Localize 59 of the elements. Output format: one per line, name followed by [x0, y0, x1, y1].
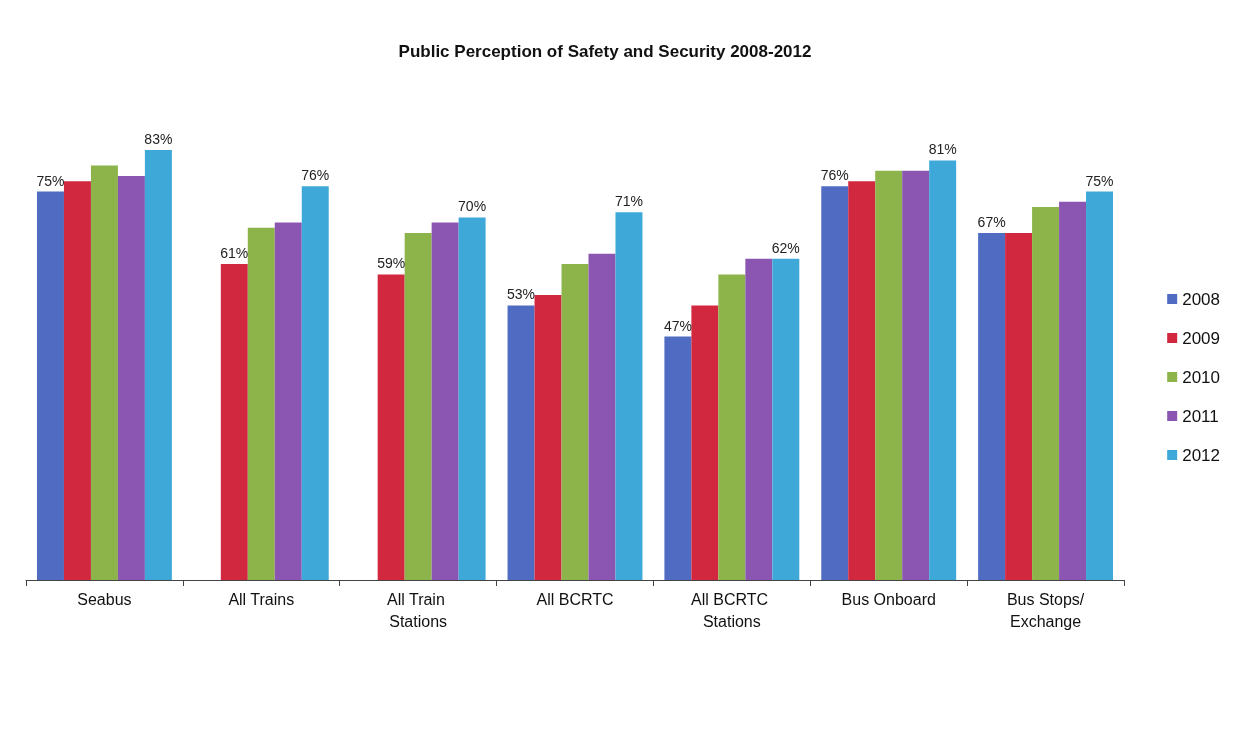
bar: [1032, 207, 1060, 580]
bar: [718, 274, 746, 580]
x-tick-label: All Train Stations: [387, 590, 450, 630]
data-label: 62%: [771, 239, 800, 256]
bar: [691, 305, 719, 580]
x-tick-label: All BCRTC: [536, 590, 614, 608]
data-label: 53%: [507, 286, 536, 303]
bar: [588, 253, 616, 580]
bar: [220, 264, 248, 580]
bar: [144, 150, 172, 580]
bar: [1059, 201, 1087, 580]
bar: [458, 217, 486, 580]
legend-label: 2011: [1182, 406, 1219, 426]
bar: [978, 232, 1006, 580]
data-label: 76%: [301, 167, 330, 184]
data-label: 83%: [144, 131, 173, 148]
data-label: 61%: [220, 245, 249, 262]
data-label: 76%: [820, 167, 849, 184]
x-tick-label: Seabus: [77, 590, 132, 608]
bar: [274, 222, 302, 580]
bar: [615, 212, 643, 580]
bar: [1086, 191, 1114, 580]
bar: [90, 165, 118, 580]
bar: [377, 274, 405, 580]
bar: [875, 170, 903, 580]
bar: [1005, 232, 1033, 580]
legend-label: 2008: [1182, 289, 1221, 309]
x-tick-label: Bus Stops/Exchange: [1006, 590, 1085, 630]
bar: [117, 175, 145, 580]
bar: [301, 186, 329, 580]
bar: [36, 191, 64, 580]
bar: [902, 170, 930, 580]
x-tick-label: All BCRTC Stations: [691, 590, 773, 630]
data-label: 67%: [977, 213, 1006, 230]
bar: [404, 232, 432, 580]
data-label: 71%: [614, 193, 643, 210]
bar: [507, 305, 535, 580]
data-label: 70%: [458, 198, 487, 215]
bar: [561, 264, 589, 580]
bar: [247, 227, 275, 580]
bar: [664, 336, 692, 580]
bar: [772, 258, 800, 580]
legend-label: 2012: [1182, 445, 1221, 465]
bar: [821, 186, 849, 580]
bar: [63, 181, 91, 580]
data-label: 81%: [928, 141, 957, 158]
bar: [745, 258, 773, 580]
data-label: 59%: [377, 255, 406, 272]
bar: [534, 295, 562, 580]
x-tick-label: Bus Onboard: [841, 590, 936, 608]
data-label: 75%: [36, 172, 65, 189]
legend-label: 2009: [1182, 328, 1221, 348]
bar: [848, 181, 876, 580]
legend-label: 2010: [1182, 367, 1221, 387]
data-label: 75%: [1085, 172, 1114, 189]
bar: [431, 222, 459, 580]
chart-title: Public Perception of Safety and Security 2008-2012: [398, 42, 812, 61]
bar: [929, 160, 957, 580]
x-tick-label: All Trains: [228, 590, 295, 608]
